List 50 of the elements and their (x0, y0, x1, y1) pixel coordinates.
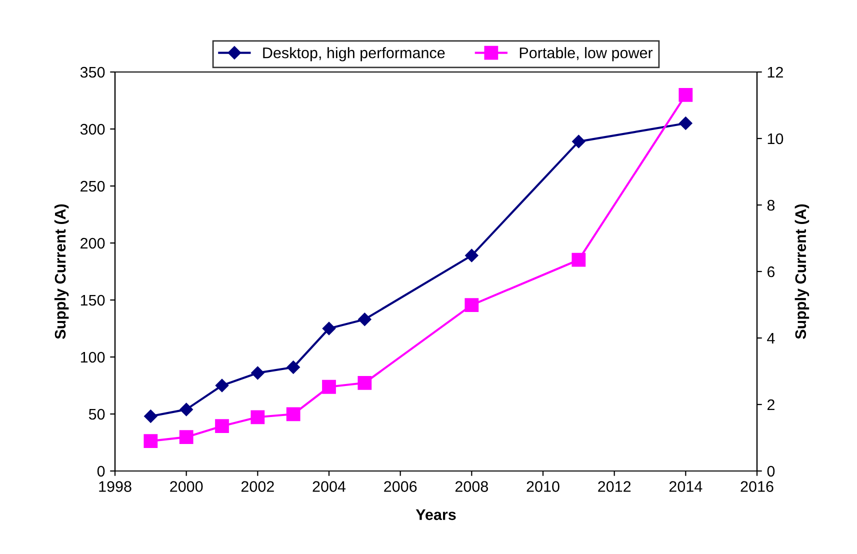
y2-tick-label: 4 (767, 333, 775, 344)
y2-axis-title: Supply Current (A) (794, 204, 810, 339)
point (322, 380, 336, 394)
point (572, 134, 586, 148)
point (572, 252, 586, 267)
point (358, 376, 372, 390)
x-tick-label: 2006 (384, 481, 417, 492)
y-tick-label: 100 (80, 352, 105, 363)
point (144, 434, 158, 448)
point (250, 410, 265, 424)
point (215, 419, 229, 434)
x-axis-title: Years (416, 509, 456, 520)
point (179, 430, 194, 444)
legend-label: Portable, low power (520, 47, 653, 62)
y2-tick-label: 10 (768, 133, 784, 144)
y-tick-label: 250 (80, 180, 105, 192)
point (358, 312, 372, 326)
point (180, 402, 193, 416)
y-tick-label: 50 (88, 408, 105, 420)
point (251, 366, 264, 380)
point (678, 88, 693, 102)
x-tick-label: 2002 (241, 481, 274, 492)
x-tick-label: 2014 (669, 481, 702, 492)
point (679, 116, 692, 130)
x-tick-label: 2012 (598, 481, 631, 492)
y2-tick-label: 8 (767, 200, 775, 211)
point (144, 410, 158, 423)
y2-tick-label: 0 (767, 466, 775, 477)
y2-tick-label: 12 (768, 66, 783, 78)
legend-label: Desktop, high performance (263, 47, 445, 62)
point (322, 322, 336, 336)
point (464, 298, 479, 312)
y-tick-label: 150 (80, 294, 105, 306)
point (465, 248, 478, 262)
x-tick-label: 2004 (312, 481, 346, 492)
y2-tick-label: 2 (767, 399, 774, 410)
x-tick-label: 2010 (526, 481, 560, 492)
point (286, 407, 300, 422)
y-tick-label: 350 (80, 66, 105, 78)
y-axis-title: Supply Current (A) (54, 204, 69, 339)
y-tick-label: 200 (80, 238, 105, 249)
y-tick-label: 0 (97, 466, 105, 477)
y-tick-label: 300 (80, 124, 105, 135)
x-tick-label: 1998 (99, 481, 132, 492)
y2-tick-label: 6 (768, 266, 775, 278)
point (215, 378, 229, 392)
x-tick-label: 2000 (170, 481, 203, 492)
x-tick-label: 2016 (740, 481, 774, 492)
point (286, 360, 300, 374)
x-tick-label: 2008 (455, 481, 488, 492)
